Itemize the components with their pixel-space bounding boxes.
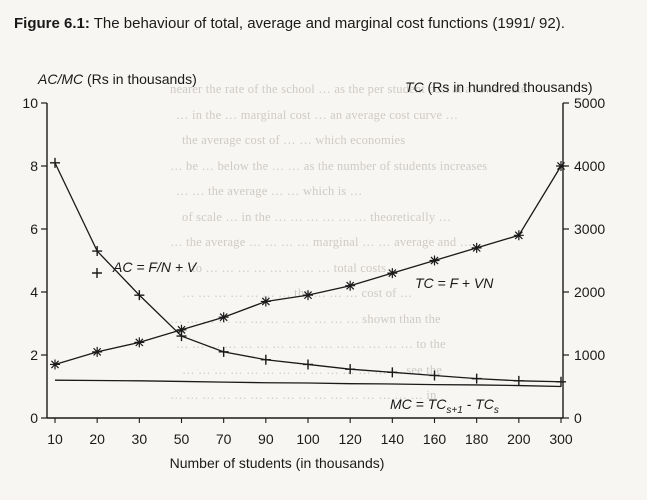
left-axis-title-unit: (Rs in thousands) [83,71,197,87]
mc-label-sub2: s [493,404,499,416]
left-axis-tick-label: 10 [22,95,38,111]
marginal-cost-line [54,379,562,388]
average-cost-marker [429,370,440,381]
left-axis-tick-label: 0 [30,410,38,426]
right-axis-tick-label: 1000 [574,347,605,363]
average-cost-marker [218,346,229,357]
total-cost-marker [303,290,313,301]
background-text-line: … … … … … … … … … … … … … … … … in [170,388,437,402]
total-cost-marker [556,161,566,171]
background-text-line: … … … … … … … … … … … … … … see the [182,362,443,377]
right-axis-tick-label: 3000 [574,221,605,237]
average-cost-marker [50,157,60,168]
total-cost-marker [260,296,271,307]
total-cost-marker [92,346,103,357]
total-cost-marker [50,359,60,370]
total-cost-marker [218,312,229,323]
background-text-line: … be … below the … … as the number of st… [170,158,488,173]
total-cost-marker [134,337,145,348]
average-cost-marker [134,290,145,301]
average-cost-marker [513,375,524,386]
right-axis-tick-label: 2000 [574,284,605,300]
x-axis-tick-label: 160 [423,431,447,447]
average-cost-marker [471,373,482,384]
caption-lead: Figure 6.1: [14,15,90,32]
x-axis-tick-label: 120 [338,431,362,447]
average-cost-marker [176,331,187,342]
x-axis-tick-label: 180 [465,431,489,447]
right-axis-tick-label: 0 [574,410,582,426]
background-text-line: the average cost of … … which economies [182,133,406,147]
ac-legend-marker [92,268,102,278]
background-text-line: … … … … … … … … … … … … … … … to the [176,337,446,351]
x-axis-tick-label: 70 [216,431,232,447]
background-text-line: … the average … … … … marginal … … avera… [170,235,473,249]
x-axis-tick-label: 50 [174,431,190,447]
x-axis-tick-label: 30 [132,431,148,447]
x-axis-tick-label: 10 [47,431,63,447]
total-cost-marker [513,230,524,241]
x-axis-tick-label: 300 [549,431,573,447]
mc-label-sub1: s+1 [446,404,463,416]
left-axis-tick-label: 8 [30,158,38,174]
x-axis-tick-label: 20 [89,431,105,447]
total-cost-marker [345,280,356,291]
right-axis-tick-label: 4000 [574,158,605,174]
total-cost-marker [387,268,398,279]
x-axis-tick-label: 100 [296,431,320,447]
right-axis-title: TC (Rs in hundred thousands) [405,79,593,95]
background-text-line: … … the average … … which is … [176,184,363,198]
average-cost-marker [556,376,566,387]
right-axis-title-symbol: TC [405,79,424,95]
total-cost-marker [471,242,482,253]
left-axis-tick-label: 4 [30,284,38,300]
left-axis-title-symbol: AC/MC [38,71,84,87]
left-axis-title: AC/MC (Rs in thousands) [38,71,197,87]
average-cost-marker [303,359,313,370]
x-axis-title: Number of students (in thousands) [170,455,385,471]
average-cost-marker [387,367,398,378]
average-cost-marker [345,364,356,375]
background-text-line: … in the … marginal cost … an average co… [176,107,459,122]
right-axis-tick-label: 5000 [574,95,605,111]
figure-caption: Figure 6.1: The behaviour of total, aver… [14,14,614,34]
background-text-line: of scale … in the … … … … … … theoretica… [182,209,452,224]
caption-text: The behaviour of total, average and marg… [93,15,565,32]
left-axis-tick-label: 6 [30,221,38,237]
background-text-line: … to … … … … … … … … total costs … [176,260,403,275]
total-cost-marker [429,255,440,266]
mc-label-main: MC = TC [390,396,447,412]
mc-equation-label: MC = TCs+1 - TCs [390,396,499,416]
x-axis-tick-label: 200 [507,431,531,447]
background-text-line: nearer the rate of the school … as the p… [170,82,527,96]
background-text-line: … … … … … … … … … … … … shown than the [170,311,441,326]
x-axis-tick-label: 90 [258,431,274,447]
mc-label-mid: - TC [462,396,494,412]
left-axis-tick-label: 2 [30,347,38,363]
x-axis-tick-label: 140 [381,431,405,447]
total-cost-marker [176,324,187,335]
background-text-line: … … … … … … … the … … … cost of … [182,286,413,300]
tc-equation-label: TC = F + VN [415,275,494,291]
ac-equation-label: AC = F/N + V [113,259,197,275]
average-cost-marker [92,246,103,257]
right-axis-title-unit: (Rs in hundred thousands) [423,79,593,95]
average-cost-marker [260,354,271,365]
